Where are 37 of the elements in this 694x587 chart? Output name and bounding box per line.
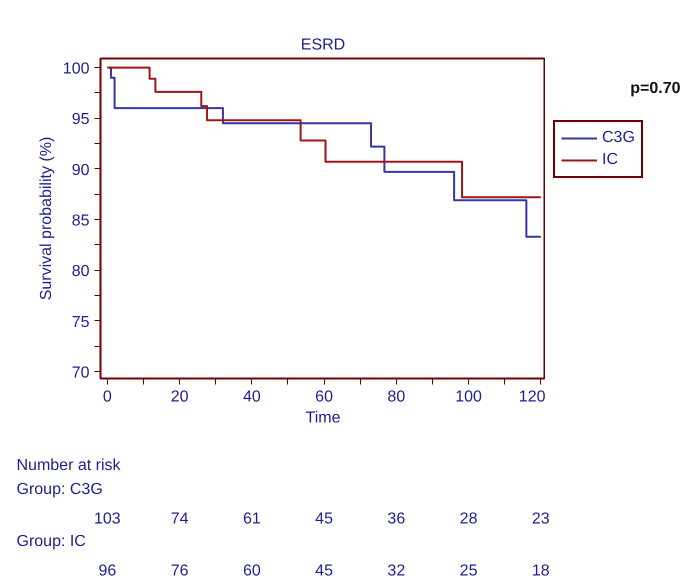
- chart-title: ESRD: [300, 36, 346, 54]
- text: 23: [532, 510, 550, 528]
- legend-label: C3G: [602, 129, 635, 147]
- legend-label: IC: [602, 151, 619, 169]
- text: 74: [170, 510, 189, 528]
- x-tick-label: 60: [315, 388, 334, 406]
- text: Group: C3G: [16, 481, 103, 498]
- text: 28: [460, 510, 478, 528]
- text: 103: [94, 510, 121, 528]
- x-tick-label: 20: [170, 388, 189, 406]
- text: Number at risk: [16, 457, 122, 474]
- y-tick-label: 80: [72, 263, 90, 280]
- text: 60: [242, 562, 261, 580]
- x-tick-label: 100: [455, 388, 482, 406]
- y-tick-label: 95: [72, 111, 90, 128]
- x-tick-label: 120: [518, 388, 546, 406]
- text: p=0.70: [630, 80, 681, 97]
- y-tick-label: 85: [72, 212, 90, 230]
- text: 76: [170, 562, 189, 580]
- y-axis-title: Survival probability (%): [38, 136, 55, 300]
- x-tick-label: 0: [102, 388, 112, 406]
- x-tick-label: 80: [387, 388, 406, 406]
- x-axis-title: Time: [306, 410, 341, 426]
- y-tick-label: 100: [62, 60, 90, 78]
- text: 61: [242, 510, 261, 528]
- y-tick-label: 90: [72, 162, 90, 179]
- y-tick-label: 70: [72, 364, 90, 382]
- text: 45: [315, 510, 334, 528]
- y-tick-label: 75: [72, 314, 90, 331]
- text: 18: [532, 562, 550, 580]
- text: 25: [460, 562, 478, 580]
- text: 32: [387, 562, 406, 580]
- x-tick-label: 40: [242, 388, 261, 406]
- text: 96: [98, 562, 116, 580]
- text: 36: [387, 510, 406, 528]
- text: 45: [315, 562, 334, 580]
- text: Group: IC: [16, 533, 86, 550]
